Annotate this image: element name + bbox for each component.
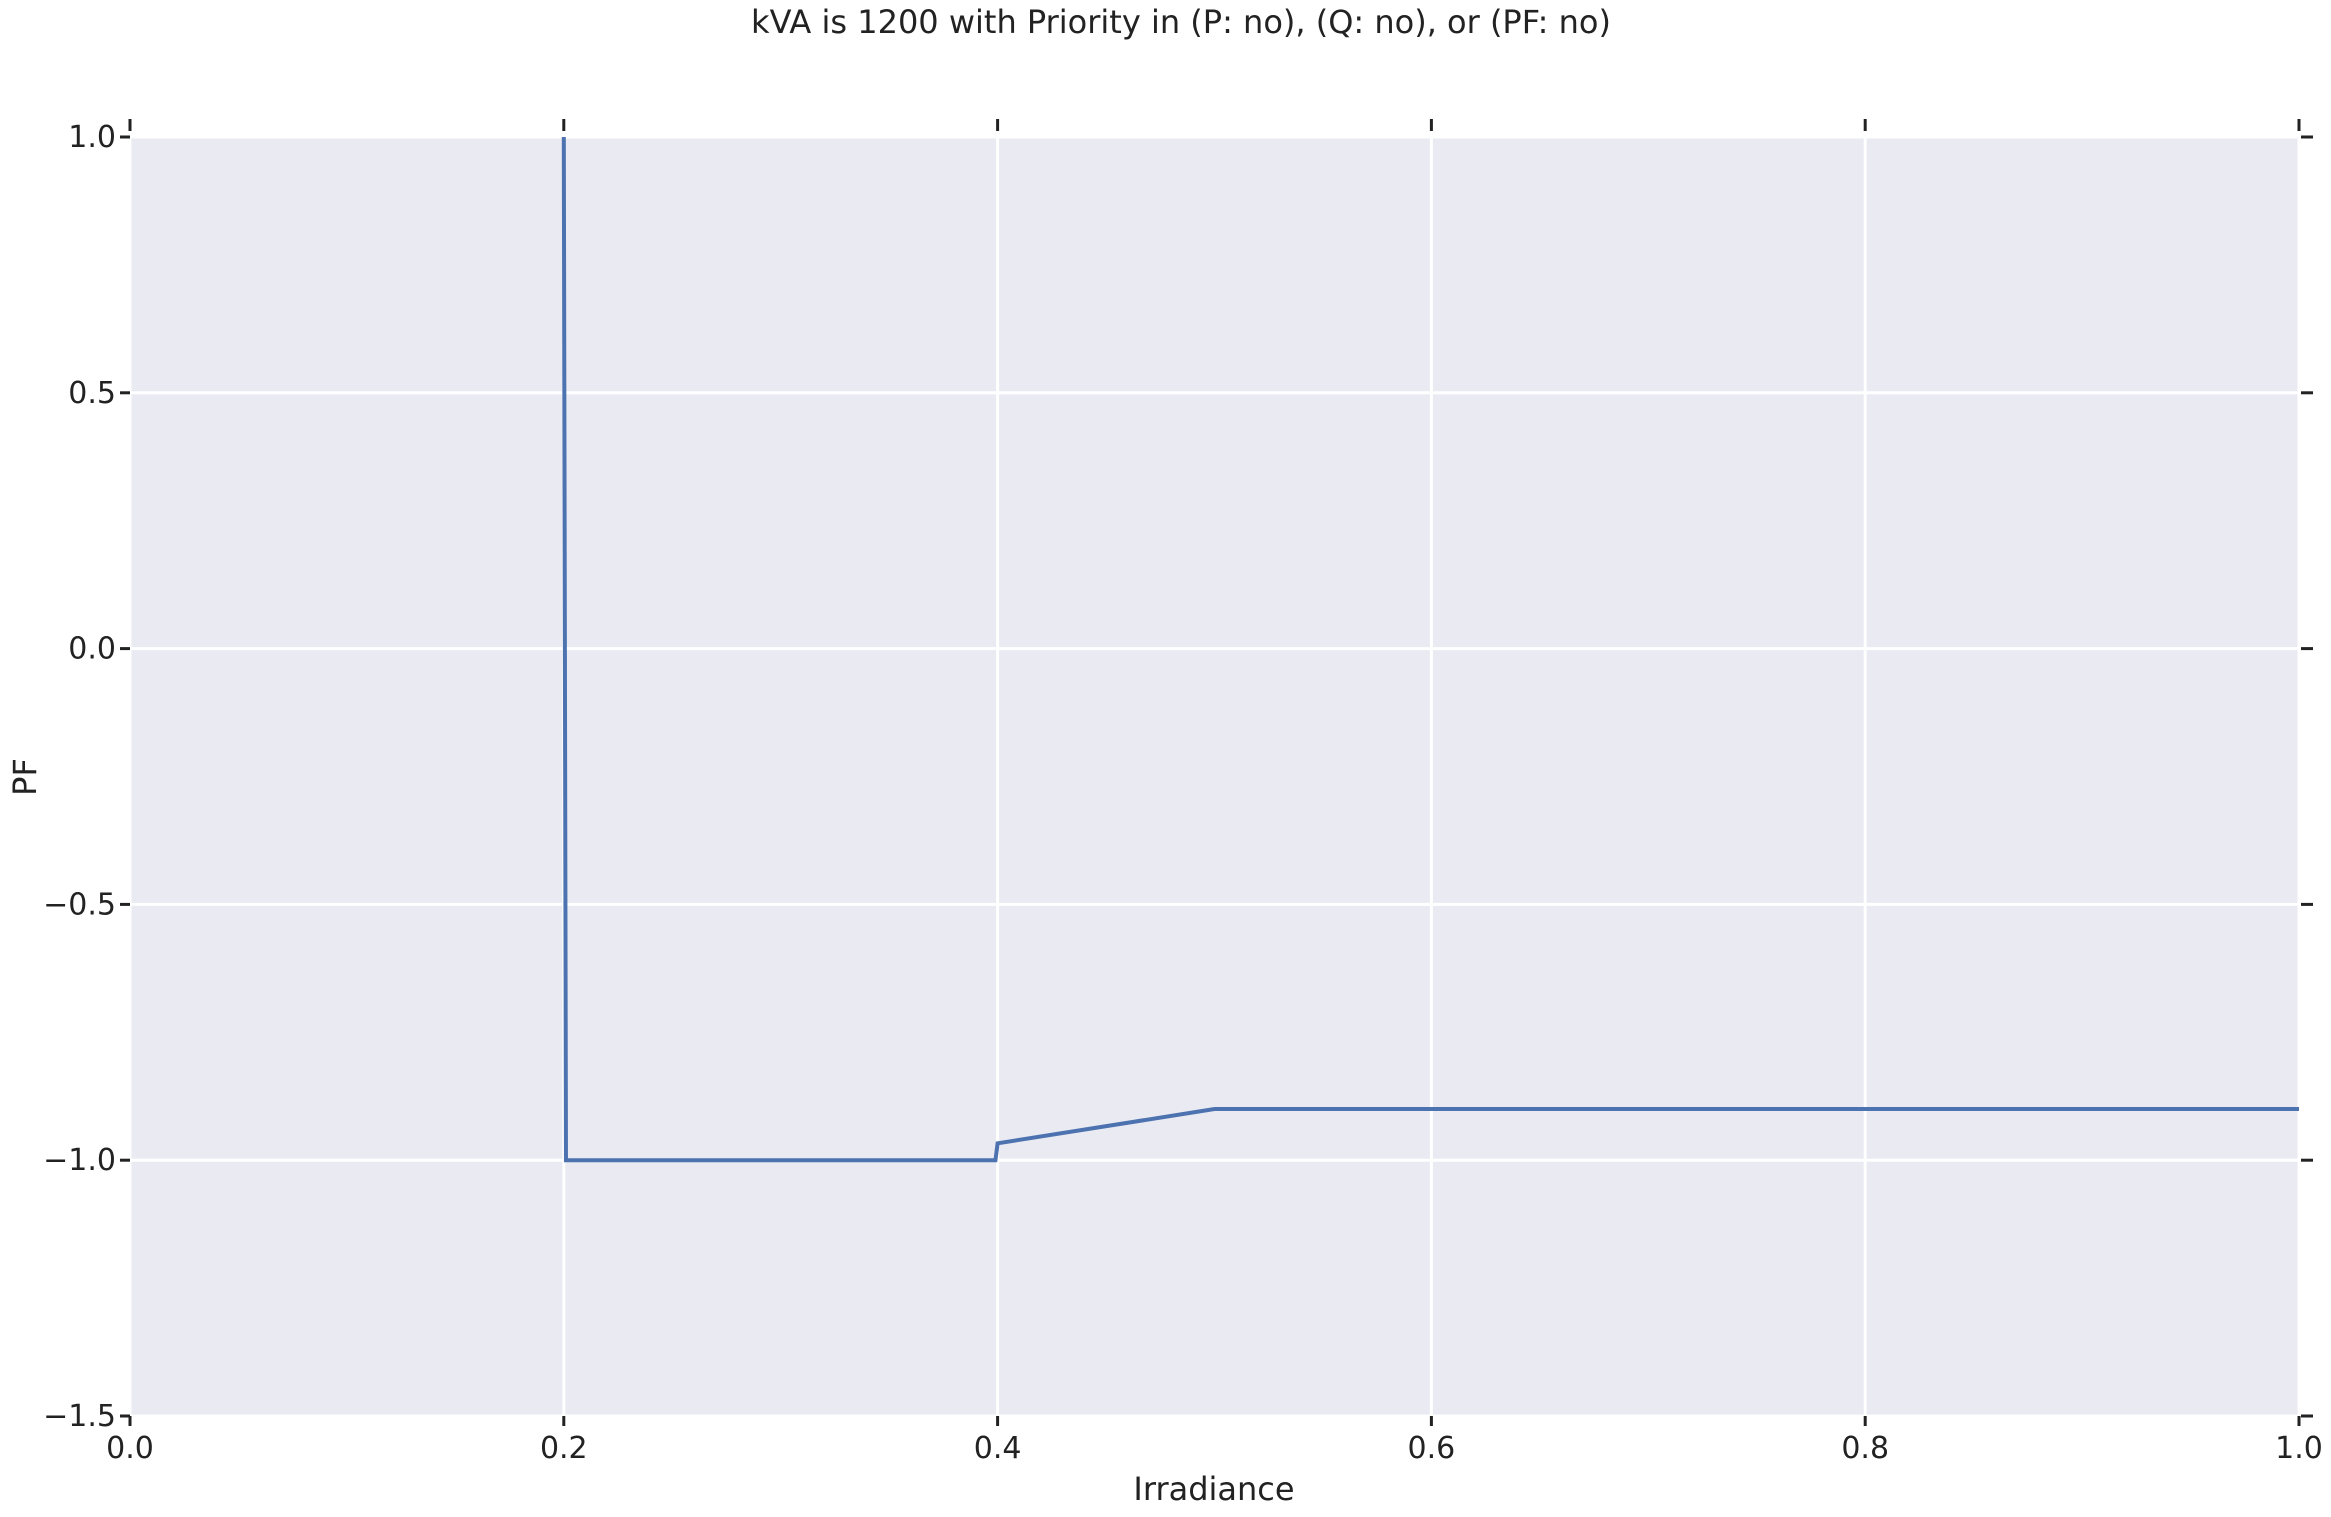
y-tick-label: 1.0: [68, 120, 116, 155]
x-tick-label: 0.6: [1408, 1431, 1456, 1466]
series-line: [561, 136, 2299, 1163]
x-tick-label: 0.8: [1841, 1431, 1889, 1466]
y-tick-label: 0.0: [68, 632, 116, 667]
y-tick-label: −1.0: [43, 1143, 116, 1178]
y-axis-label: PF: [6, 758, 44, 796]
x-tick-label: 0.2: [540, 1431, 588, 1466]
plot-area: [130, 137, 2299, 1416]
y-tick-label: 0.5: [68, 376, 116, 411]
y-tick-label: −1.5: [43, 1399, 116, 1434]
grid: [128, 135, 2301, 1418]
chart-title: kVA is 1200 with Priority in (P: no), (Q…: [751, 3, 1611, 41]
x-tick-label: 0.4: [974, 1431, 1022, 1466]
ticks: 0.0 0.2 0.4 0.6 0.8 1.0 −1.5 −1.0 −0.5 0.0 0.5 1.0: [43, 119, 2323, 1466]
x-axis-label: Irradiance: [1133, 1470, 1294, 1508]
series-layer: [561, 136, 2299, 1163]
y-tick-label: −0.5: [43, 887, 116, 922]
x-tick-label: 1.0: [2275, 1431, 2323, 1466]
x-tick-label: 0.0: [106, 1431, 154, 1466]
